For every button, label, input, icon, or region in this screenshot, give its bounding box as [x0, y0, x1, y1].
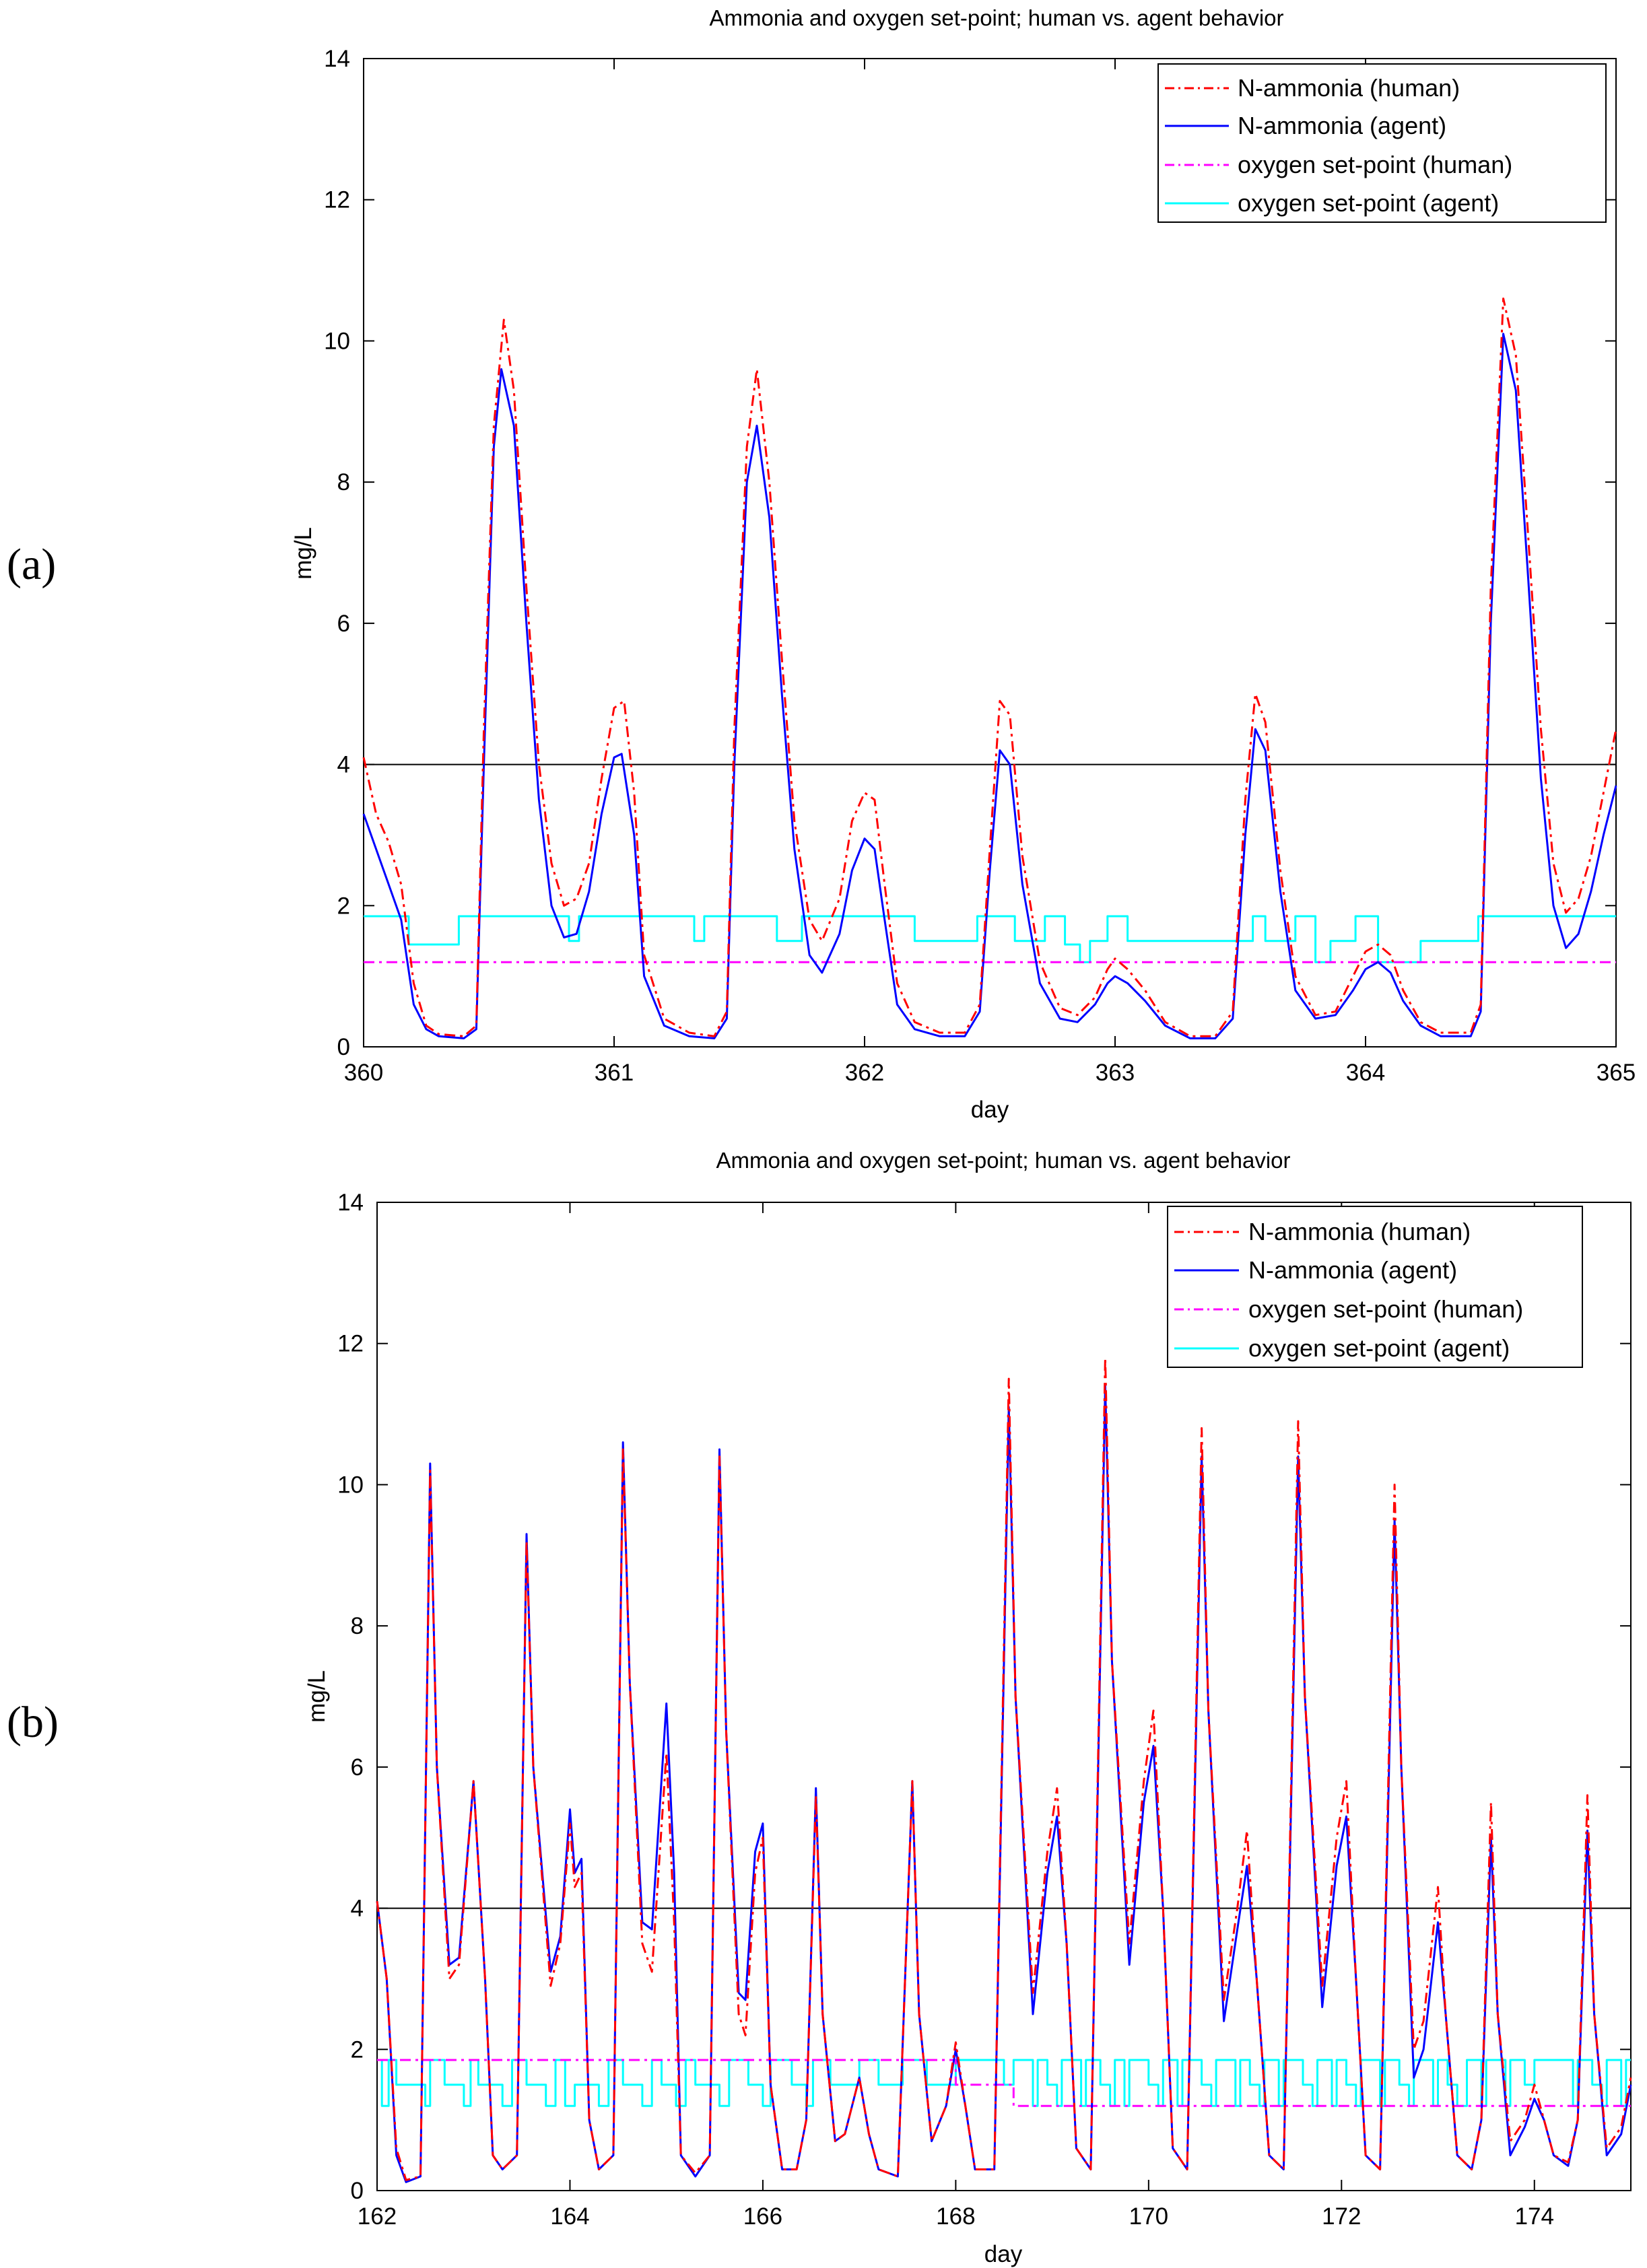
series-line-n-ammonia-agent [376, 1385, 1632, 2183]
y-tick-label: 4 [337, 752, 350, 778]
y-tick-label: 0 [337, 1034, 350, 1060]
panel-label-b: (b) [7, 1698, 59, 1747]
y-tick-label: 12 [337, 1331, 364, 1357]
x-tick-label: 362 [845, 1060, 884, 1086]
y-tick-label: 2 [337, 893, 350, 919]
y-tick-label: 8 [337, 469, 350, 495]
y-tick-label: 8 [351, 1613, 364, 1639]
x-tick-label: 168 [936, 2203, 975, 2230]
y-tick-label: 2 [351, 2036, 364, 2063]
y-tick-label: 0 [351, 2178, 364, 2204]
y-tick-label: 10 [324, 328, 350, 354]
x-tick-label: 174 [1515, 2203, 1554, 2230]
series-line-oxygen-set-point-agent [377, 2059, 1631, 2107]
chart-title: Ammonia and oxygen set-point; human vs. … [709, 5, 1283, 30]
legend-entry-agent-oxygen: oxygen set-point (agent) [1248, 1334, 1510, 1362]
panel-label-a: (a) [7, 540, 56, 589]
series-line-n-ammonia-human [376, 1356, 1632, 2181]
legend: N-ammonia (human) N-ammonia (agent) oxyg… [1167, 1206, 1583, 1368]
legend-entry-agent-oxygen: oxygen set-point (agent) [1238, 189, 1499, 217]
legend-entry-agent-ammonia: N-ammonia (agent) [1248, 1256, 1457, 1284]
y-tick-label: 12 [324, 187, 350, 213]
x-tick-label: 162 [358, 2203, 397, 2230]
x-tick-label: 365 [1596, 1060, 1636, 1086]
y-tick-label: 6 [337, 611, 350, 637]
y-tick-label: 4 [351, 1896, 364, 1922]
series-line-oxygen-set-point-agent [364, 915, 1616, 963]
legend-entry-human-ammonia: N-ammonia (human) [1238, 74, 1460, 102]
chart-marks: 360 361 362 363 364 365 0 2 4 6 8 10 12 14 [324, 46, 1636, 1086]
y-tick-label: 14 [324, 46, 350, 72]
legend-entry-human-oxygen: oxygen set-point (human) [1248, 1295, 1523, 1323]
series-line-oxygen-set-point-human [377, 2059, 1631, 2107]
y-axis-label: mg/L [304, 1670, 330, 1723]
x-axis-label: day [984, 2241, 1023, 2267]
legend-entry-agent-ammonia: N-ammonia (agent) [1238, 112, 1446, 139]
chart-panel-a: Ammonia and oxygen set-point; human vs. … [290, 5, 1636, 1123]
series-line-n-ammonia-human [362, 298, 1617, 1037]
y-axis-label: mg/L [290, 527, 316, 580]
x-tick-label: 166 [743, 2203, 782, 2230]
y-tick-label: 14 [337, 1190, 364, 1216]
x-tick-label: 360 [344, 1060, 383, 1086]
x-tick-label: 363 [1096, 1060, 1135, 1086]
x-tick-label: 361 [595, 1060, 634, 1086]
x-axis-label: day [971, 1097, 1009, 1123]
x-tick-label: 172 [1322, 2203, 1361, 2230]
chart-title: Ammonia and oxygen set-point; human vs. … [716, 1148, 1290, 1173]
legend-box [1157, 63, 1607, 223]
series-line-n-ammonia-agent [362, 333, 1617, 1039]
x-tick-label: 164 [550, 2203, 589, 2230]
legend-entry-human-ammonia: N-ammonia (human) [1248, 1218, 1471, 1245]
y-tick-label: 10 [337, 1472, 364, 1498]
x-tick-label: 364 [1346, 1060, 1385, 1086]
y-tick-label: 6 [351, 1754, 364, 1781]
chart-marks: 162 164 166 168 170 172 174 0 2 4 6 8 10 12 14 [337, 1190, 1632, 2230]
x-tick-label: 170 [1129, 2203, 1168, 2230]
legend: N-ammonia (human) N-ammonia (agent) oxyg… [1157, 63, 1607, 223]
legend-entry-human-oxygen: oxygen set-point (human) [1238, 151, 1512, 178]
legend-box [1167, 1206, 1583, 1368]
chart-panel-b: Ammonia and oxygen set-point; human vs. … [304, 1148, 1632, 2267]
